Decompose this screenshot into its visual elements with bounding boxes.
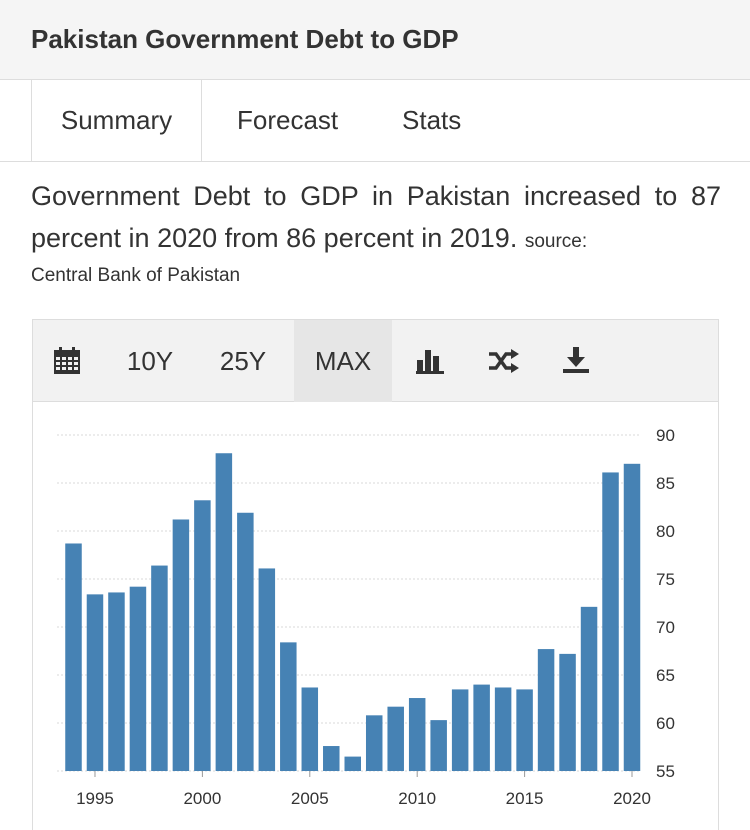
bar-2004[interactable]	[280, 642, 297, 771]
range-max-button[interactable]: MAX	[294, 320, 392, 402]
y-tick-label: 85	[656, 474, 675, 493]
x-tick-label: 1995	[76, 789, 114, 808]
x-tick-label: 2020	[613, 789, 651, 808]
bar-2012[interactable]	[451, 689, 469, 771]
bar-2009[interactable]	[387, 706, 404, 771]
x-tick-label: 2000	[183, 789, 221, 808]
bar-2014[interactable]	[494, 687, 512, 771]
bar-2016[interactable]	[537, 649, 555, 771]
bar-2020[interactable]	[623, 463, 641, 771]
calendar-button[interactable]	[49, 320, 85, 402]
bar-1995[interactable]	[86, 594, 104, 771]
tab-summary[interactable]: Summary	[31, 80, 202, 161]
x-tick-label: 2015	[506, 789, 544, 808]
bar-1999[interactable]	[172, 519, 190, 771]
download-icon	[563, 347, 589, 373]
x-tick-label: 2010	[398, 789, 436, 808]
description: Government Debt to GDP in Pakistan incre…	[31, 175, 721, 263]
y-tick-label: 60	[656, 714, 675, 733]
y-tick-label: 55	[656, 762, 675, 781]
bar-chart-button[interactable]	[412, 320, 448, 402]
source-label: source:	[524, 231, 588, 252]
bar-1997[interactable]	[129, 586, 147, 771]
y-tick-label: 70	[656, 618, 675, 637]
bar-1998[interactable]	[151, 565, 168, 771]
y-tick-label: 75	[656, 570, 675, 589]
source-link[interactable]: Central Bank of Pakistan	[31, 265, 241, 286]
bar-1996[interactable]	[108, 592, 125, 771]
range-10y-button[interactable]: 10Y	[126, 346, 174, 376]
bar-1994[interactable]	[65, 543, 82, 771]
calendar-icon	[54, 347, 80, 374]
y-tick-label: 90	[656, 426, 675, 445]
bar-2018[interactable]	[580, 606, 598, 771]
bar-2001[interactable]	[215, 453, 233, 771]
bar-2019[interactable]	[602, 472, 619, 771]
bar-2011[interactable]	[430, 720, 447, 771]
bar-2017[interactable]	[559, 653, 576, 771]
bar-chart-icon	[416, 350, 444, 374]
bar-2002[interactable]	[237, 512, 254, 771]
bar-2008[interactable]	[365, 715, 383, 771]
bar-2005[interactable]	[301, 687, 319, 771]
y-tick-label: 65	[656, 666, 675, 685]
bar-2000[interactable]	[194, 500, 211, 771]
chart-container: 10Y 25Y MAX	[32, 319, 719, 830]
description-text: Government Debt to GDP in Pakistan incre…	[31, 181, 721, 253]
bar-2003[interactable]	[258, 568, 276, 771]
tab-forecast[interactable]: Forecast	[237, 105, 339, 135]
range-25y-button[interactable]: 25Y	[219, 346, 267, 376]
bar-2006[interactable]	[323, 746, 340, 771]
bar-2010[interactable]	[408, 698, 426, 771]
tab-stats[interactable]: Stats	[402, 105, 462, 135]
shuffle-icon	[489, 349, 519, 373]
y-tick-label: 80	[656, 522, 675, 541]
bar-2013[interactable]	[473, 684, 490, 771]
bar-2015[interactable]	[516, 689, 533, 771]
download-button[interactable]	[558, 320, 594, 402]
bar-chart: 55 60 65 70 75 80 85 90 1995 2000 2005 2010 2015 202…	[57, 426, 675, 808]
tab-bar: Summary Forecast Stats	[0, 80, 750, 162]
page-title: Pakistan Government Debt to GDP	[31, 24, 459, 54]
chart-toolbar: 10Y 25Y MAX	[33, 320, 718, 402]
bar-2007[interactable]	[344, 756, 362, 771]
x-tick-label: 2005	[291, 789, 329, 808]
title-bar: Pakistan Government Debt to GDP	[0, 0, 750, 80]
shuffle-button[interactable]	[486, 320, 522, 402]
